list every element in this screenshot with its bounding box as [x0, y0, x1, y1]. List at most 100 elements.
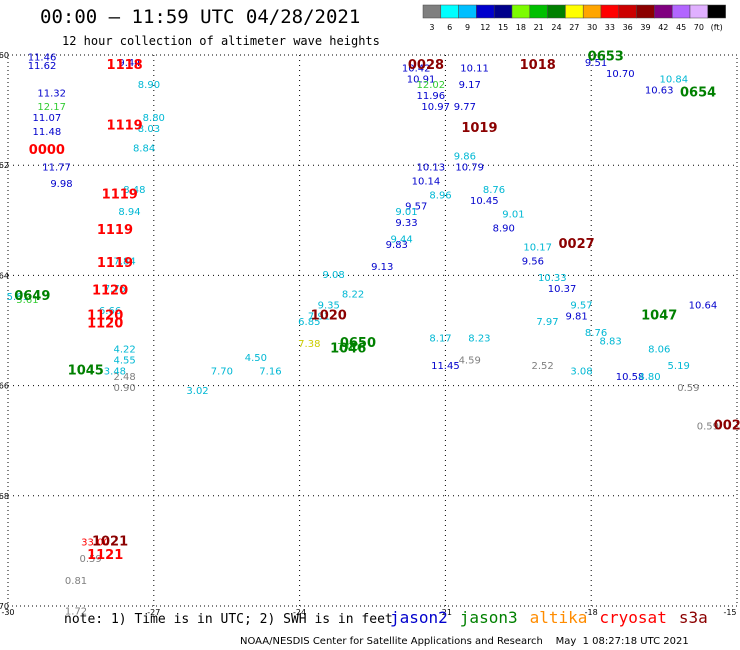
data-point-label: 10.33 [538, 273, 567, 284]
data-point-label: 12.02 [416, 80, 445, 91]
data-point-label: 9.35 [318, 300, 340, 311]
y-tick-label: -64 [0, 271, 9, 280]
time-stamp-label: 0000 [29, 143, 65, 158]
data-point-label: 9.83 [386, 240, 408, 251]
data-point-label: 0.59 [79, 554, 101, 565]
data-point-label: 8.22 [342, 289, 364, 300]
x-tick-label: -18 [585, 608, 598, 617]
data-point-label: 10.70 [606, 69, 635, 80]
chart-grid [8, 55, 737, 606]
data-point-label: 10.97 [421, 102, 450, 113]
time-stamp-label: 1019 [461, 121, 497, 136]
data-point-label: 9.57 [570, 300, 592, 311]
data-point-label: 11.07 [33, 113, 62, 124]
data-point-label: 8.76 [585, 328, 607, 339]
colorbar-swatch [529, 4, 548, 19]
data-point-label: 9.33 [395, 218, 417, 229]
colorbar-label: 39 [640, 23, 650, 32]
colorbar-label: 15 [498, 23, 508, 32]
data-point-label: 10.63 [645, 86, 674, 97]
data-point-label: 9.08 [322, 270, 344, 281]
plot-frame [7, 54, 738, 607]
y-tick-label: -66 [0, 382, 9, 391]
colorbar-label: 9 [465, 23, 470, 32]
colorbar-swatch [689, 4, 709, 19]
data-point-label: 3.48 [104, 367, 126, 378]
colorbar-label: 18 [516, 23, 526, 32]
time-stamp-label: 1047 [641, 308, 677, 323]
data-point-label: 4.55 [114, 356, 136, 367]
time-stamp-label: 0649 [14, 289, 50, 304]
data-point-label: 9.13 [371, 262, 393, 273]
colorbar-swatch [476, 4, 495, 19]
data-point-label: 8.17 [429, 334, 451, 345]
data-point-label: 9.44 [118, 58, 140, 69]
data-point-label: 3.08 [570, 367, 592, 378]
data-point-label: 9.44 [391, 234, 413, 245]
time-stamp-label: 1121 [87, 548, 123, 563]
data-point-label: 8.96 [429, 190, 451, 201]
legend-item: jason2 [390, 608, 448, 627]
data-point-label: 8.80 [143, 113, 165, 124]
time-stamp-label: 0650 [340, 336, 376, 351]
colorbar: 3 6 9 12 15 18 21 24 27 30 33 36 39 42 45 70 (ft) [422, 4, 726, 32]
colorbar-swatch [618, 4, 637, 19]
time-stamp-label: 0027 [559, 237, 595, 252]
time-stamps: 1118111911191119111911201120112000001021… [14, 50, 740, 564]
x-tick-label: -24 [293, 608, 306, 617]
colorbar-label: 42 [658, 23, 668, 32]
time-stamp-label: 1046 [330, 342, 366, 357]
data-point-label: 6.66 [99, 306, 121, 317]
y-tick-label: -70 [0, 602, 9, 611]
data-point-label: 11.62 [28, 61, 57, 72]
data-point-label: 8.84 [133, 143, 155, 154]
data-point-label: 8.90 [138, 80, 160, 91]
data-point-label: 10.37 [548, 284, 577, 295]
colorbar-swatch [671, 4, 691, 19]
data-point-label: 5.19 [668, 361, 690, 372]
data-point-label: 7.97 [536, 317, 558, 328]
colorbar-label: 12 [480, 23, 490, 32]
data-point-label: 0.59 [697, 422, 719, 433]
data-point-label: 10.45 [470, 196, 499, 207]
data-point-label: 12.17 [37, 102, 66, 113]
x-tick-label: -21 [439, 608, 452, 617]
data-point-label: 9.77 [454, 102, 476, 113]
time-stamp-label: 1120 [92, 284, 128, 299]
data-point-label: 9.98 [50, 179, 72, 190]
time-stamp-label: 0028 [408, 58, 444, 73]
data-point-label: 8.94 [118, 207, 140, 218]
colorbar-swatch [422, 4, 442, 19]
legend-item: cryosat [599, 608, 667, 627]
time-stamp-label: 1021 [92, 534, 128, 549]
x-tick-label: -30 [1, 608, 14, 617]
colorbar-label: 45 [676, 23, 686, 32]
colorbar-label: 27 [569, 23, 579, 32]
colorbar-swatch [458, 4, 477, 19]
colorbar-swatch [582, 4, 602, 19]
data-point-label: 8.23 [468, 334, 490, 345]
y-tick-label: -62 [0, 161, 9, 170]
colorbar-swatch [440, 4, 459, 19]
time-stamp-label: 1119 [102, 187, 138, 202]
data-point-label: 8.06 [648, 345, 670, 356]
data-point-label: 9.01 [502, 210, 524, 221]
colorbar-label: 36 [623, 23, 633, 32]
data-point-label: 11.96 [416, 91, 445, 102]
time-stamp-label: 1018 [520, 58, 556, 73]
data-point-label: 33.00 [81, 537, 110, 548]
data-point-label: 8.03 [138, 124, 160, 135]
time-stamp-label: 1020 [311, 308, 347, 323]
colorbar-label: 33 [605, 23, 615, 32]
colorbar-label: 30 [587, 23, 597, 32]
data-point-label: 10.13 [416, 163, 445, 174]
credit-line: NOAA/NESDIS Center for Satellite Applica… [240, 636, 689, 647]
data-point-label: 10.17 [523, 243, 552, 254]
data-point-label: 9.51 [585, 58, 607, 69]
data-point-label: 7.84 [114, 256, 136, 267]
time-stamp-label: 1118 [107, 58, 143, 73]
chart-subtitle: 12 hour collection of altimeter wave hei… [62, 34, 380, 48]
colorbar-swatch [547, 4, 566, 19]
data-point-label: 10.84 [659, 75, 688, 86]
